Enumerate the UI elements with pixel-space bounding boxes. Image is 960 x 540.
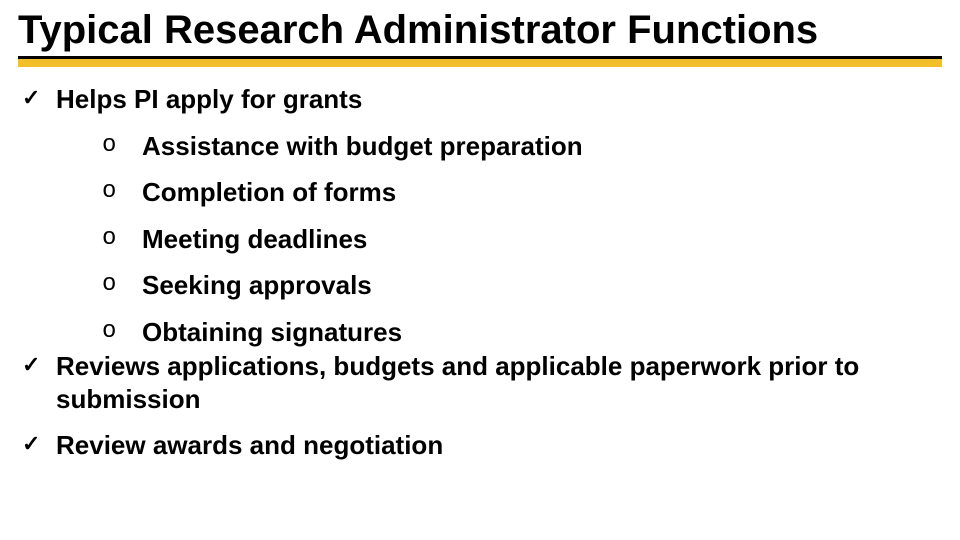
list-item-text: Review awards and negotiation <box>56 429 938 462</box>
check-icon: ✓ <box>22 350 56 381</box>
circle-bullet-icon: o <box>102 223 142 254</box>
slide-body: ✓ Helps PI apply for grants o Assistance… <box>18 67 942 462</box>
sub-list-item: o Seeking approvals <box>102 269 938 302</box>
check-icon: ✓ <box>22 429 56 460</box>
sub-list-item-text: Obtaining signatures <box>142 316 938 349</box>
circle-bullet-icon: o <box>102 316 142 347</box>
circle-bullet-icon: o <box>102 269 142 300</box>
sub-list-item: o Completion of forms <box>102 176 938 209</box>
circle-bullet-icon: o <box>102 176 142 207</box>
title-accent-rule <box>18 59 942 67</box>
list-item: ✓ Reviews applications, budgets and appl… <box>22 350 938 415</box>
slide: Typical Research Administrator Functions… <box>0 0 960 540</box>
list-item: ✓ Review awards and negotiation <box>22 429 938 462</box>
sub-list-item-text: Completion of forms <box>142 176 938 209</box>
sub-list-item: o Meeting deadlines <box>102 223 938 256</box>
check-icon: ✓ <box>22 83 56 114</box>
sub-list-item: o Obtaining signatures <box>102 316 938 349</box>
sub-list-item-text: Meeting deadlines <box>142 223 938 256</box>
sub-list-item-text: Assistance with budget preparation <box>142 130 938 163</box>
sub-list-item: o Assistance with budget preparation <box>102 130 938 163</box>
circle-bullet-icon: o <box>102 130 142 161</box>
list-item: ✓ Helps PI apply for grants <box>22 83 938 116</box>
sub-list-item-text: Seeking approvals <box>142 269 938 302</box>
list-item-text: Helps PI apply for grants <box>56 83 938 116</box>
list-item-text: Reviews applications, budgets and applic… <box>56 350 938 415</box>
slide-title: Typical Research Administrator Functions <box>18 8 942 59</box>
